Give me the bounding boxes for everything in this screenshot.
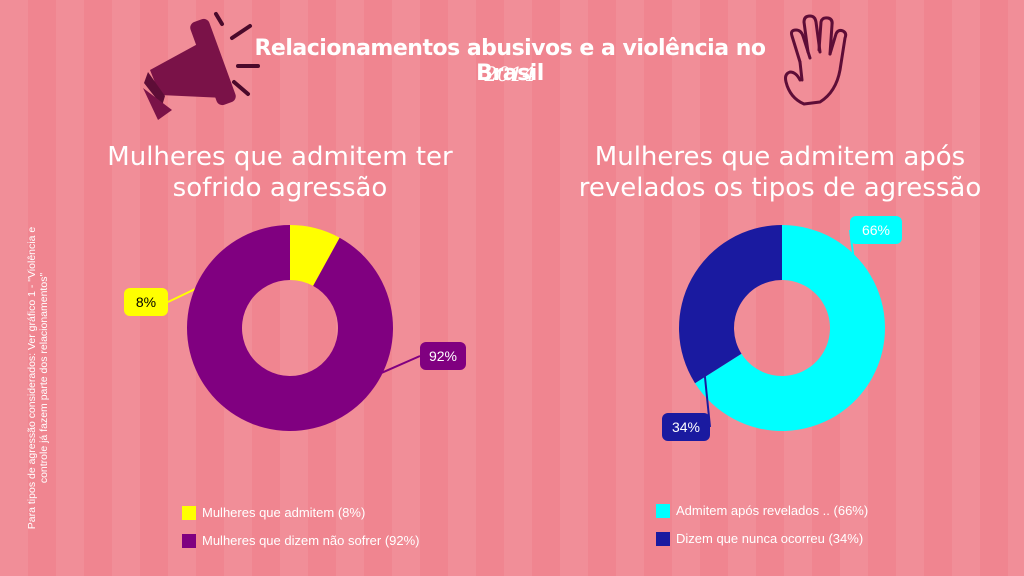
- data-label-2: 92%: [264, 342, 466, 425]
- legend-item: Admitem após revelados .. (66%): [656, 503, 868, 518]
- data-label: 92%: [429, 348, 457, 364]
- data-label-1: 66%: [849, 216, 902, 376]
- legend-label: Dizem que nunca ocorreu (34%): [676, 531, 864, 546]
- legend-swatch-cyan: [656, 503, 670, 518]
- legend-swatch-navy: [656, 531, 670, 546]
- chart2-donut: 66% 34%: [662, 216, 902, 441]
- data-label: 66%: [862, 222, 890, 238]
- chart2-title: Mulheres que admitem após revelados os t…: [578, 142, 982, 203]
- legend-label: Mulheres que admitem (8%): [202, 505, 366, 520]
- donut-slice-1: [290, 225, 340, 286]
- chart2-legend: Admitem após revelados .. (66%) Dizem qu…: [656, 503, 868, 559]
- donut-slice-2: [678, 225, 782, 384]
- page-title: Relacionamentos abusivos e a violência n…: [254, 36, 766, 86]
- chart1-donut: 8% 92%: [124, 225, 466, 431]
- donut-slice-1: [695, 225, 885, 432]
- legend-label: Mulheres que dizem não sofrer (92%): [202, 533, 420, 548]
- legend-item: Dizem que nunca ocorreu (34%): [656, 531, 868, 546]
- data-label-2: 34%: [662, 280, 711, 441]
- legend-item: Mulheres que admitem (8%): [182, 505, 420, 520]
- data-label: 34%: [672, 419, 700, 435]
- chart1-legend: Mulheres que admitem (8%) Mulheres que d…: [182, 505, 420, 561]
- megaphone-icon: [143, 12, 260, 120]
- chart1-title: Mulheres que admitem ter sofrido agressã…: [107, 142, 453, 203]
- legend-label: Admitem após revelados .. (66%): [676, 503, 869, 518]
- data-label: 8%: [136, 294, 156, 310]
- legend-item: Mulheres que dizem não sofrer (92%): [182, 533, 420, 548]
- raised-hand-icon: [784, 14, 848, 106]
- page-year: 2014: [484, 62, 536, 86]
- legend-swatch-yellow: [182, 505, 196, 520]
- legend-swatch-purple: [182, 533, 196, 548]
- donut-slice-2: [187, 225, 393, 431]
